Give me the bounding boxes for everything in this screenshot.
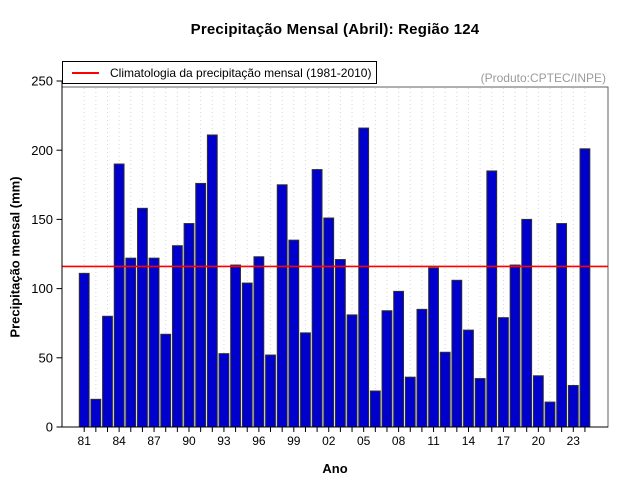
bar-1989	[171, 245, 183, 428]
bar-2023	[567, 384, 579, 428]
bar-2021	[544, 401, 556, 428]
bar-2000	[300, 332, 311, 428]
bar-1998	[276, 184, 288, 428]
bar-2015	[474, 378, 486, 428]
legend: Climatologia da precipitação mensal (198…	[62, 61, 377, 84]
bar-2014	[463, 329, 474, 428]
x-tick-label: 11	[427, 434, 440, 448]
bar-2002	[323, 217, 335, 428]
bar-1990	[183, 223, 195, 428]
bar-2018	[509, 264, 521, 428]
bar-2020	[532, 375, 544, 428]
x-tick-label: 05	[357, 434, 371, 448]
bar-1991	[195, 182, 207, 428]
bar-2013	[451, 279, 463, 428]
bar-1997	[265, 354, 276, 428]
bar-1996	[253, 256, 265, 428]
bar-1987	[148, 257, 160, 428]
bars	[78, 127, 591, 428]
bar-2016	[486, 170, 498, 428]
x-tick-label: 08	[392, 434, 406, 448]
x-axis: 81 84 87 90 93 96 99 02 05 08 11 14 17 20 23	[62, 426, 608, 448]
x-tick-label: 99	[287, 434, 301, 448]
bar-2008	[393, 290, 405, 428]
bar-1993	[218, 353, 230, 428]
bar-1995	[241, 282, 253, 428]
x-tick-label: 17	[497, 434, 511, 448]
x-tick-label: 84	[112, 434, 126, 448]
bar-2001	[311, 169, 323, 428]
y-tick-label: 250	[31, 74, 53, 89]
bar-2012	[439, 351, 451, 428]
bar-2004	[346, 314, 358, 428]
bar-1994	[230, 264, 241, 428]
bar-1988	[160, 333, 172, 428]
x-tick-label: 90	[182, 434, 196, 448]
bar-1981	[78, 272, 90, 428]
y-axis: 0 50 100 150 200 250	[31, 74, 63, 435]
y-tick-label: 0	[46, 420, 53, 435]
y-tick-label: 200	[31, 143, 53, 158]
x-tick-label: 23	[567, 434, 581, 448]
legend-label: Climatologia da precipitação mensal (198…	[110, 65, 372, 80]
y-tick-label: 50	[39, 350, 53, 365]
y-tick-label: 100	[31, 281, 53, 296]
watermark-text: (Produto:CPTEC/INPE)	[480, 71, 606, 85]
x-tick-label: 81	[78, 434, 92, 448]
x-tick-label: 02	[322, 434, 336, 448]
chart-title: Precipitação Mensal (Abril): Região 124	[190, 21, 480, 38]
x-tick-label: 87	[147, 434, 161, 448]
bar-1982	[90, 398, 102, 428]
bar-2003	[334, 259, 346, 428]
x-tick-label: 14	[462, 434, 476, 448]
bar-1992	[206, 134, 218, 428]
y-axis-title: Precipitação mensal (mm)	[7, 176, 23, 338]
bar-2006	[369, 390, 381, 428]
bar-1986	[137, 207, 148, 428]
bar-2017	[498, 317, 509, 428]
bar-2011	[428, 267, 439, 428]
bar-1999	[288, 239, 300, 428]
bar-2005	[358, 127, 370, 428]
bar-2007	[381, 310, 393, 428]
bar-2009	[404, 376, 416, 428]
bar-1983	[102, 315, 113, 428]
bar-2019	[521, 218, 533, 428]
bar-1985	[125, 257, 137, 428]
bar-2024	[579, 148, 591, 428]
x-tick-label: 96	[252, 434, 266, 448]
bar-2022	[556, 223, 568, 428]
bar-2010	[416, 308, 428, 428]
bar-1984	[113, 163, 125, 428]
x-axis-title: Ano	[322, 461, 348, 476]
x-tick-label: 93	[217, 434, 231, 448]
y-tick-label: 150	[31, 212, 53, 227]
x-tick-label: 20	[532, 434, 546, 448]
legend-line-swatch	[72, 71, 99, 74]
